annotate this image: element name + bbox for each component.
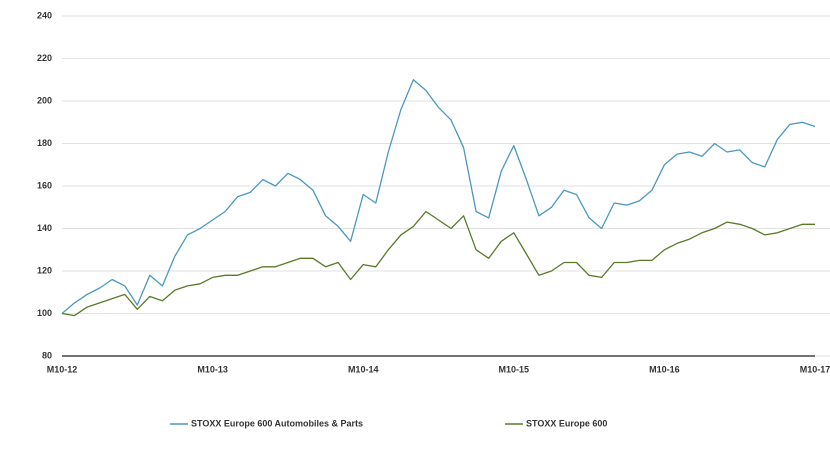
y-tick-label: 180 (37, 138, 52, 148)
x-tick-label: M10-13 (197, 364, 228, 374)
y-tick-label: 220 (37, 53, 52, 63)
x-tick-label: M10-12 (47, 364, 78, 374)
y-tick-label: 240 (37, 10, 52, 20)
series-line (61, 210, 815, 317)
x-tick-label: M10-17 (800, 364, 830, 374)
x-tick-label: M10-16 (649, 364, 680, 374)
y-tick-label: 100 (37, 308, 52, 318)
x-tick-label: M10-15 (499, 364, 530, 374)
y-tick-label: 80 (42, 350, 52, 360)
y-tick-label: 200 (37, 95, 52, 105)
y-tick-label: 160 (37, 180, 52, 190)
legend-label: STOXX Europe 600 Automobiles & Parts (191, 418, 363, 428)
series-line (61, 79, 816, 314)
x-tick-label: M10-14 (348, 364, 379, 374)
y-tick-label: 120 (37, 265, 52, 275)
legend-label: STOXX Europe 600 (526, 418, 607, 428)
y-tick-label: 140 (37, 223, 52, 233)
